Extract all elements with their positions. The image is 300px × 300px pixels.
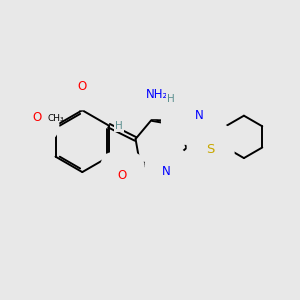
- Text: N: N: [162, 165, 171, 178]
- Text: N: N: [179, 114, 188, 127]
- Text: NH₂: NH₂: [146, 88, 168, 101]
- Text: N: N: [195, 109, 204, 122]
- Text: S: S: [206, 142, 215, 156]
- Text: O: O: [32, 111, 42, 124]
- Text: O: O: [118, 169, 127, 182]
- Text: H: H: [115, 121, 123, 131]
- Text: H: H: [167, 94, 175, 104]
- Text: O: O: [78, 80, 87, 93]
- Text: CH₃: CH₃: [48, 114, 64, 123]
- Text: H: H: [140, 93, 148, 103]
